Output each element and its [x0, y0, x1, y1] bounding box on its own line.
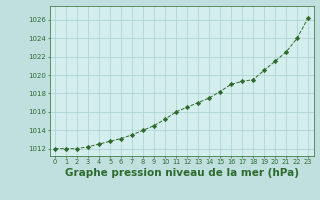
- X-axis label: Graphe pression niveau de la mer (hPa): Graphe pression niveau de la mer (hPa): [65, 168, 299, 178]
